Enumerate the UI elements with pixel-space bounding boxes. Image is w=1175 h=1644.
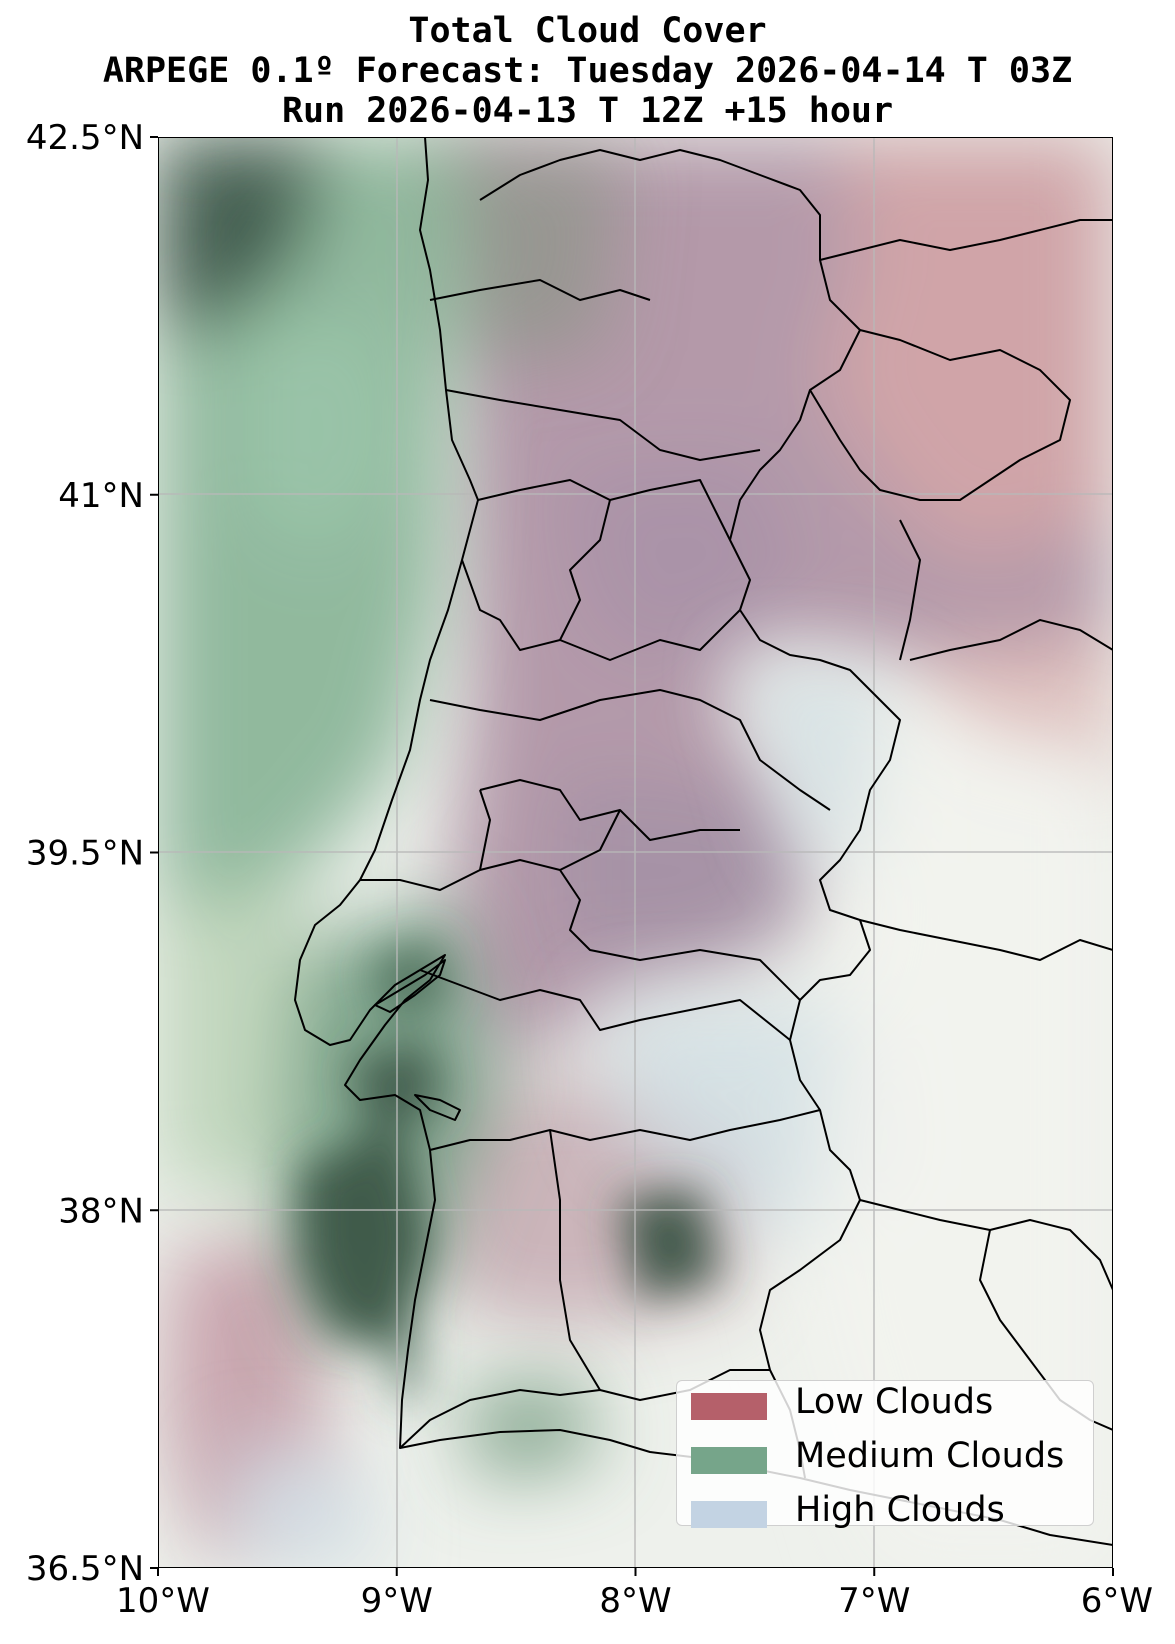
district-boundary-3 [461,479,611,651]
coastline-and-borders [294,137,1113,1546]
x-tick-label: 8°W [599,1581,671,1621]
tagus-estuary [374,959,446,1013]
western-coastline [294,137,1113,1546]
district-boundary-14 [549,1129,601,1391]
district-boundary-2 [445,389,761,461]
legend-swatch-low [691,1393,767,1420]
legend-swatch-medium [691,1447,767,1474]
district-boundary-12 [429,1109,821,1151]
title-line-1: Total Cloud Cover [408,11,767,51]
legend-item-high: High Clouds [677,1490,1093,1555]
legend-swatch-high [691,1501,767,1528]
tick-marks [150,136,1114,1576]
district-boundary-11 [419,969,791,1041]
legend-label-low: Low Clouds [795,1382,994,1422]
title-line-2: ARPEGE 0.1º Forecast: Tuesday 2026-04-14… [102,51,1073,91]
map-plot-area [158,137,1113,1568]
district-boundary-7 [479,779,740,841]
legend-item-medium: Medium Clouds [677,1436,1093,1501]
sado-estuary [414,1094,461,1121]
spain-boundary-4 [909,619,1113,661]
spain-boundary-2 [809,329,1071,501]
y-tick-label: 38°N [58,1191,144,1231]
title-line-3: Run 2026-04-13 T 12Z +15 hour [281,91,894,131]
district-boundary-6 [429,689,831,811]
y-tick-label: 42.5°N [26,118,144,158]
x-tick-label: 7°W [838,1581,910,1621]
district-boundary-10 [559,809,621,871]
x-tick-label: 6°W [1081,1581,1153,1621]
spain-boundary-1 [819,219,1113,261]
x-tick-label: 9°W [361,1581,433,1621]
legend: Low Clouds Medium Clouds High Clouds [676,1380,1094,1530]
y-tick-label: 39.5°N [26,834,144,874]
portugal-spain-border [479,149,901,1479]
district-boundary-4 [609,479,731,541]
legend-label-high: High Clouds [795,1490,1005,1530]
legend-label-medium: Medium Clouds [795,1436,1065,1476]
district-boundary-8 [360,859,801,1001]
district-boundary-5 [559,609,741,661]
legend-item-low: Low Clouds [677,1382,1093,1447]
spain-boundary-6 [859,1199,1113,1291]
spain-boundary-3 [899,519,921,661]
y-tick-label: 36.5°N [26,1549,144,1589]
tick-labels: 10°W 9°W 8°W 7°W 6°W 42.5°N 41°N 39.5°N 38°N 36.5… [26,118,1153,1621]
x-tick-label: 10°W [116,1581,210,1621]
district-boundary-1 [429,279,651,301]
y-tick-label: 41°N [58,476,144,516]
cloud-fields [158,137,1113,1568]
district-boundary-9 [479,789,491,871]
spain-boundary-5 [859,919,1113,961]
